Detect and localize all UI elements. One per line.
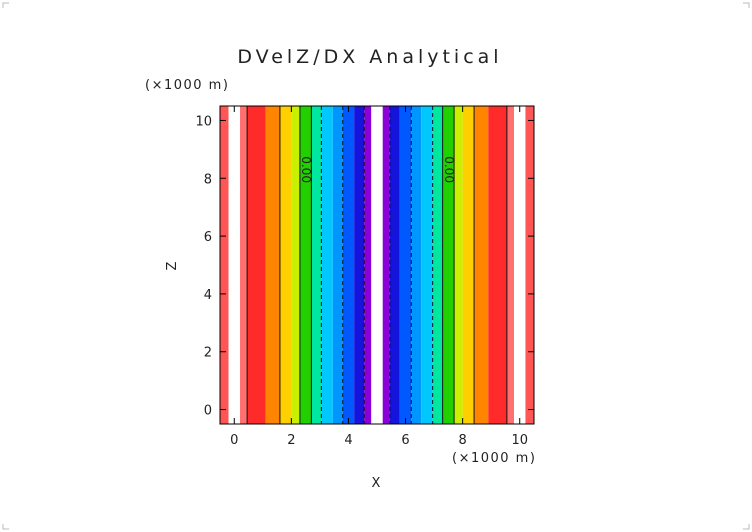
x-axis-unit: (×1000 m) [452, 451, 536, 466]
x-tick-label-3: 6 [401, 433, 409, 448]
x-axis-label: X [372, 476, 381, 491]
band-14 [371, 106, 383, 424]
band-17 [399, 106, 412, 424]
plot-frame [219, 105, 535, 425]
band-23 [462, 106, 475, 424]
y-tick-label-2: 4 [204, 288, 212, 303]
band-6 [291, 106, 300, 424]
band-10 [332, 106, 343, 424]
x-tick-label-2: 4 [344, 433, 352, 448]
band-1 [228, 106, 240, 424]
band-8 [311, 106, 322, 424]
chart-title: DVelZ/DX Analytical [237, 46, 502, 68]
band-2 [239, 106, 248, 424]
band-7 [299, 106, 312, 424]
y-axis-ticks: 0 2 4 6 8 10 [195, 114, 534, 419]
x-axis-ticks: 0 2 4 6 8 10 [230, 106, 528, 448]
contour-lines [246, 106, 508, 424]
y-tick-label-1: 2 [204, 346, 212, 361]
band-20 [432, 106, 443, 424]
y-tick-label-3: 6 [204, 230, 212, 245]
band-3 [247, 106, 266, 424]
y-tick-label-0: 0 [204, 404, 212, 419]
x-tick-label-0: 0 [230, 433, 238, 448]
band-21 [442, 106, 455, 424]
x-tick-label-4: 8 [458, 433, 466, 448]
band-25 [488, 106, 507, 424]
band-15 [382, 106, 390, 424]
y-tick-label-4: 8 [204, 172, 212, 187]
contour-label-1: 0.00 [442, 156, 456, 183]
band-24 [474, 106, 489, 424]
band-18 [411, 106, 422, 424]
contour-label-0: 0.00 [299, 156, 313, 183]
field-bands [220, 106, 534, 424]
band-0 [220, 106, 229, 424]
band-26 [506, 106, 515, 424]
band-28 [525, 106, 534, 424]
band-27 [514, 106, 526, 424]
band-12 [354, 106, 365, 424]
band-4 [265, 106, 280, 424]
y-axis-unit: (×1000 m) [145, 78, 229, 93]
y-axis-label: Z [165, 261, 180, 270]
band-22 [454, 106, 463, 424]
band-11 [342, 106, 355, 424]
x-tick-label-5: 10 [511, 433, 528, 448]
x-tick-label-1: 2 [287, 433, 295, 448]
band-19 [421, 106, 433, 424]
band-13 [364, 106, 372, 424]
contour-labels: 0.00 0.00 [299, 156, 456, 183]
y-tick-label-5: 10 [195, 114, 212, 129]
band-9 [321, 106, 333, 424]
band-5 [279, 106, 292, 424]
band-16 [389, 106, 400, 424]
